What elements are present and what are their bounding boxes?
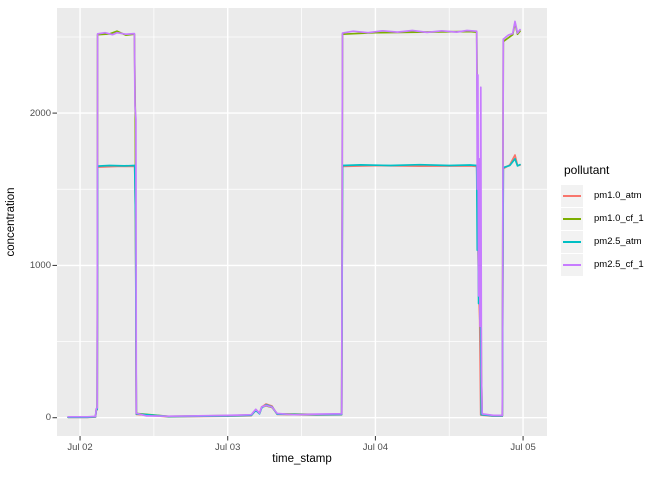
- plot-panel: [57, 8, 547, 436]
- legend-item-pm2-5-atm: pm2.5_atm: [561, 230, 671, 253]
- line-swatch-icon: [563, 263, 581, 266]
- legend-item-label: pm1.0_atm: [594, 190, 642, 201]
- x-tick-label-jul02: Jul 02: [67, 442, 93, 453]
- y-axis-title: concentration: [5, 187, 17, 257]
- x-tick-label-jul04: Jul 04: [362, 442, 389, 453]
- line-swatch-icon: [563, 194, 581, 197]
- line-swatch-icon: [563, 240, 581, 243]
- y-tick-label-1000: 1000: [29, 259, 51, 271]
- legend-key-box: [561, 230, 583, 253]
- legend-item-pm1-0-atm: pm1.0_atm: [561, 184, 671, 207]
- legend: pollutant pm1.0_atm pm1.0_cf_1 pm2.5_atm…: [561, 163, 671, 276]
- legend-title: pollutant: [564, 163, 610, 177]
- legend-item-label: pm2.5_atm: [594, 236, 642, 247]
- legend-item-pm1-0-cf-1: pm1.0_cf_1: [561, 207, 671, 230]
- series-line-pm2.5_cf_1: [67, 20, 521, 418]
- y-tick-label-0: 0: [45, 412, 51, 424]
- legend-key-box: [561, 184, 583, 207]
- legend-item-label: pm1.0_cf_1: [594, 213, 644, 224]
- line-swatch-icon: [563, 217, 581, 220]
- x-axis-title: time_stamp: [272, 453, 332, 465]
- legend-item-label: pm2.5_cf_1: [594, 259, 644, 270]
- legend-item-pm2-5-cf-1: pm2.5_cf_1: [561, 253, 671, 276]
- x-tick-label-jul05: Jul 05: [510, 442, 536, 453]
- y-tick-label-2000: 2000: [29, 107, 51, 119]
- x-tick-label-jul03: Jul 03: [215, 442, 241, 453]
- legend-key-box: [561, 253, 583, 276]
- legend-key-box: [561, 207, 583, 230]
